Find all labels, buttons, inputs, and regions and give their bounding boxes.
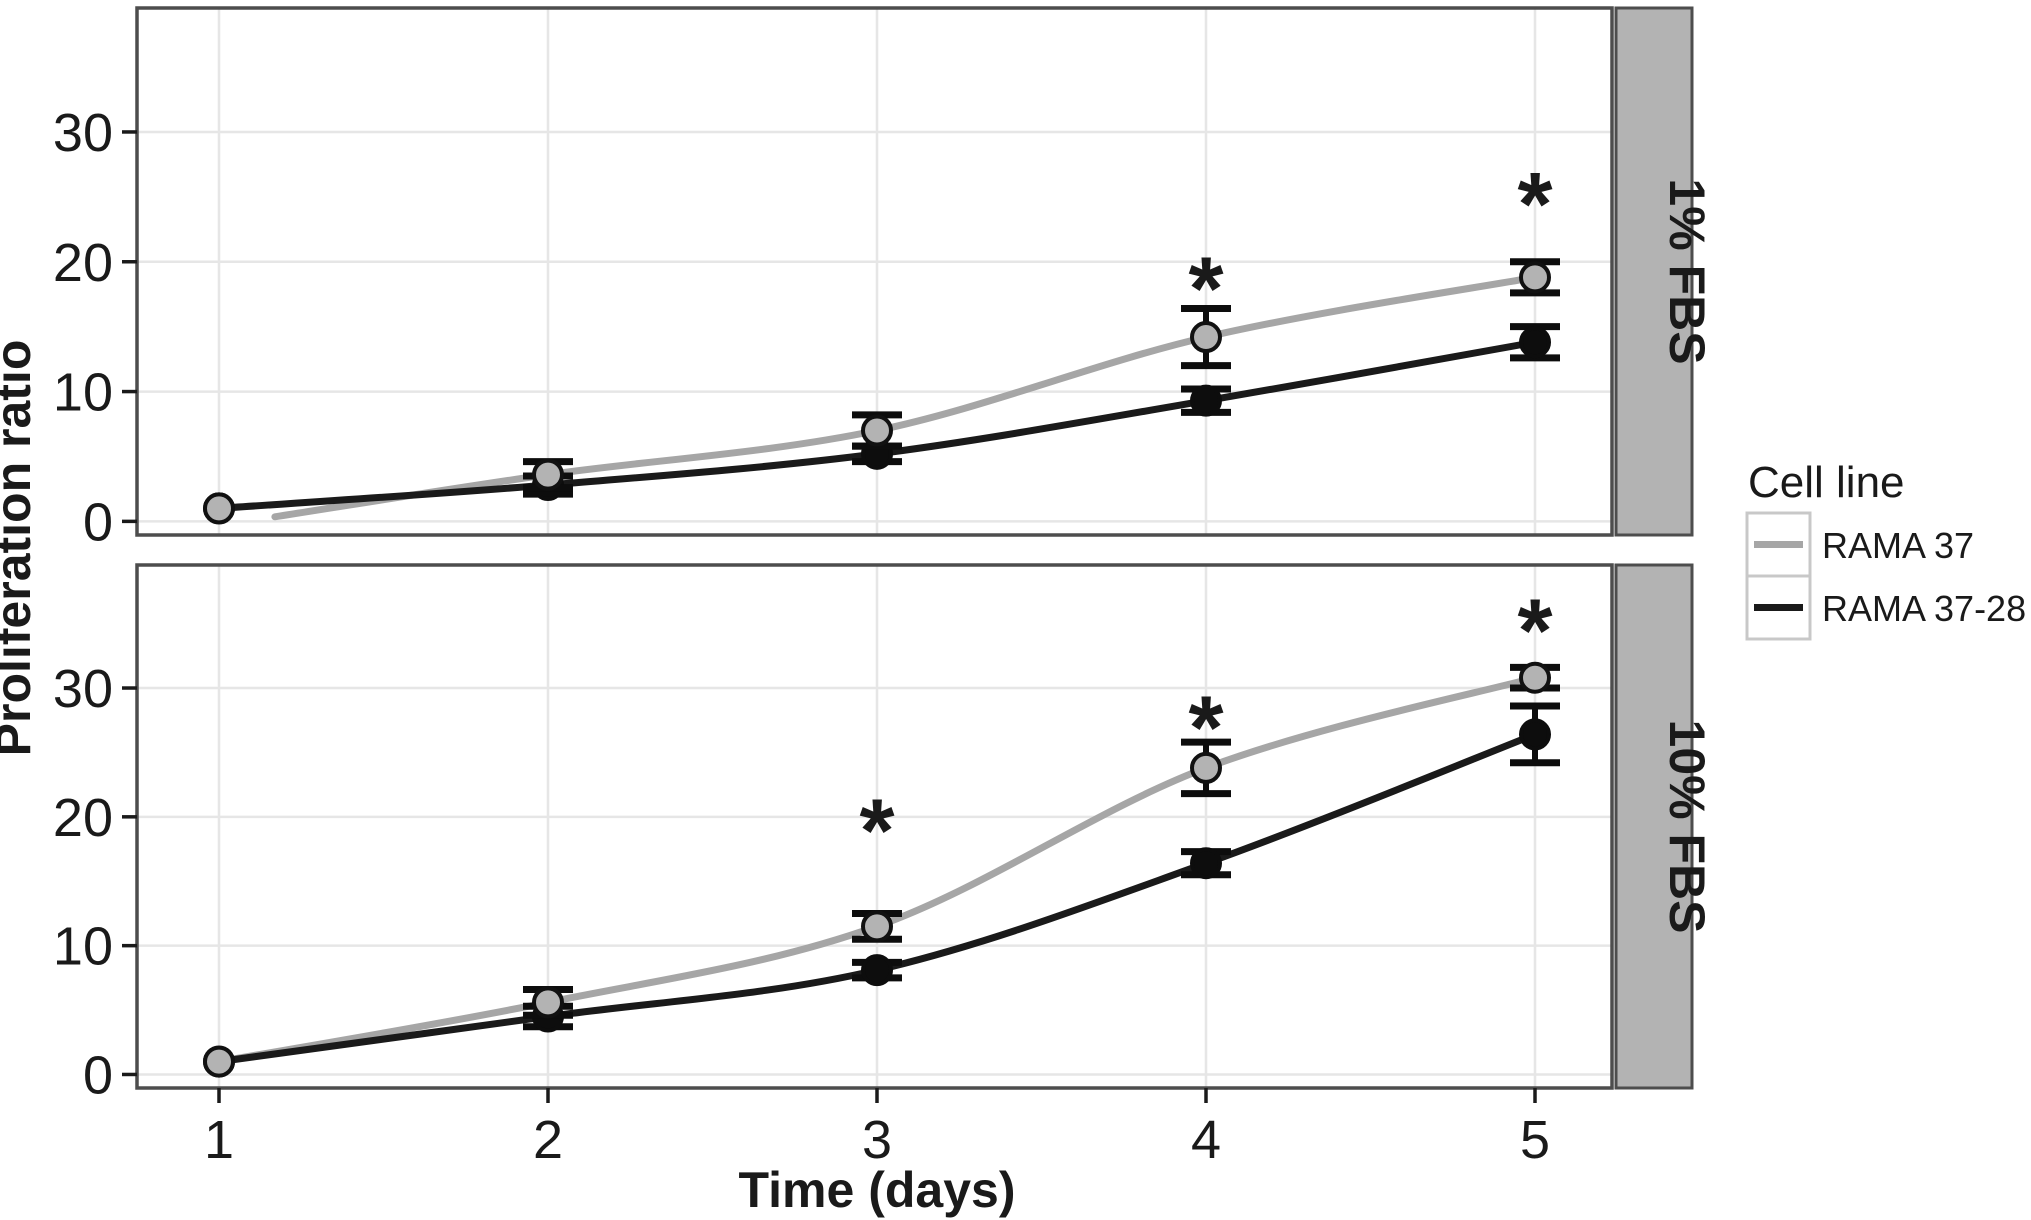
- significance-asterisk: *: [1188, 239, 1223, 339]
- data-point-rama-37: [1190, 321, 1222, 354]
- y-tick-label: 20: [53, 788, 113, 848]
- facet-strip-label: 10% FBS: [1659, 720, 1715, 934]
- panel-border: [135, 6, 1614, 537]
- x-tick-label: 3: [862, 1110, 892, 1170]
- legend-item-rama-37-28: RAMA 37-28: [1745, 574, 2026, 641]
- data-point-rama-37-28: [1190, 847, 1222, 880]
- significance-asterisk: *: [1517, 155, 1552, 255]
- y-tick-label: 0: [83, 1045, 113, 1105]
- significance-asterisk: *: [859, 781, 894, 881]
- x-tick-label: 1: [204, 1110, 234, 1170]
- data-point-rama-37: [203, 492, 235, 525]
- legend-title: Cell line: [1748, 458, 1905, 507]
- panel-1-fbs: * * 0 10 20 30 1% FBS: [53, 6, 1715, 552]
- data-point-rama-37: [1519, 661, 1551, 694]
- data-point-rama-37: [1519, 261, 1551, 294]
- legend: Cell line RAMA 37 RAMA 37-28: [1745, 458, 2026, 641]
- legend-item-rama-37: RAMA 37: [1745, 511, 1974, 578]
- panel-border: [135, 563, 1614, 1090]
- x-tick-label: 4: [1191, 1110, 1221, 1170]
- panel-background: [137, 565, 1612, 1088]
- y-axis-title: Proliferation ratio: [0, 340, 41, 757]
- data-point-rama-37: [532, 458, 564, 491]
- data-point-rama-37: [203, 1045, 235, 1078]
- legend-item-label: RAMA 37-28: [1822, 588, 2026, 629]
- facet-strip-label: 1% FBS: [1659, 178, 1715, 364]
- y-tick-label: 30: [53, 659, 113, 719]
- data-point-rama-37: [1190, 751, 1222, 784]
- data-point-rama-37-28: [1190, 384, 1222, 417]
- data-point-rama-37-28: [1519, 326, 1551, 359]
- data-point-rama-37: [861, 414, 893, 447]
- x-tick-label: 2: [533, 1110, 563, 1170]
- panel-10-fbs: * * * 0 10 20 30 10% FBS: [53, 563, 1715, 1105]
- x-axis: 1 2 3 4 5: [204, 1088, 1550, 1170]
- y-tick-label: 0: [83, 492, 113, 552]
- facet-strip-1-fbs: [1614, 6, 1694, 537]
- legend-item-label: RAMA 37: [1822, 525, 1974, 566]
- data-point-rama-37: [532, 986, 564, 1019]
- data-point-rama-37-28: [1519, 718, 1551, 751]
- y-tick-label: 10: [53, 917, 113, 977]
- significance-asterisk: *: [1188, 678, 1223, 778]
- data-point-rama-37: [861, 910, 893, 943]
- y-tick-label: 10: [53, 363, 113, 423]
- x-axis-title: Time (days): [739, 1162, 1016, 1218]
- y-tick-label: 30: [53, 103, 113, 163]
- y-tick-label: 20: [53, 233, 113, 293]
- significance-asterisk: *: [1517, 582, 1552, 682]
- facet-strip-10-fbs: [1614, 563, 1694, 1090]
- data-point-rama-37-28: [861, 954, 893, 987]
- x-tick-label: 5: [1520, 1110, 1550, 1170]
